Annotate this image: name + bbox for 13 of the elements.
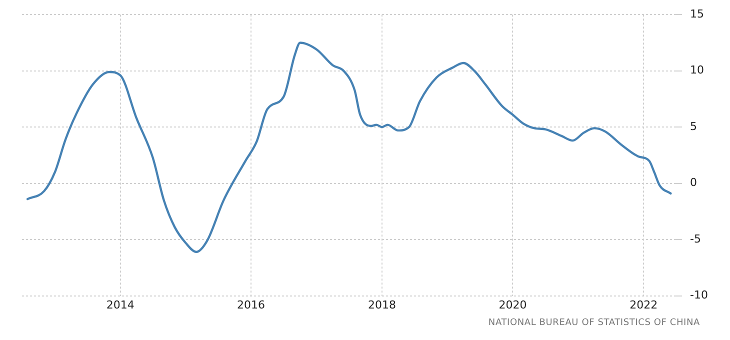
x-tick-label: 2018: [368, 298, 396, 312]
x-tick-label: 2014: [106, 298, 134, 312]
y-tick-label: -5: [690, 232, 702, 246]
y-tick-label: 10: [690, 64, 704, 77]
line-series: [26, 42, 672, 254]
x-tick-label: 2020: [498, 298, 527, 312]
y-tick-label: 5: [690, 120, 698, 133]
y-tick-label: -10: [690, 288, 708, 302]
x-tick-label: 2022: [630, 298, 658, 312]
y-tick-label: 15: [690, 7, 704, 20]
text: NATIONAL BUREAU OF STATISTICS OF CHINA: [488, 318, 700, 328]
x-tick-label: 2016: [237, 298, 266, 312]
y-tick-label: 0: [690, 176, 698, 190]
